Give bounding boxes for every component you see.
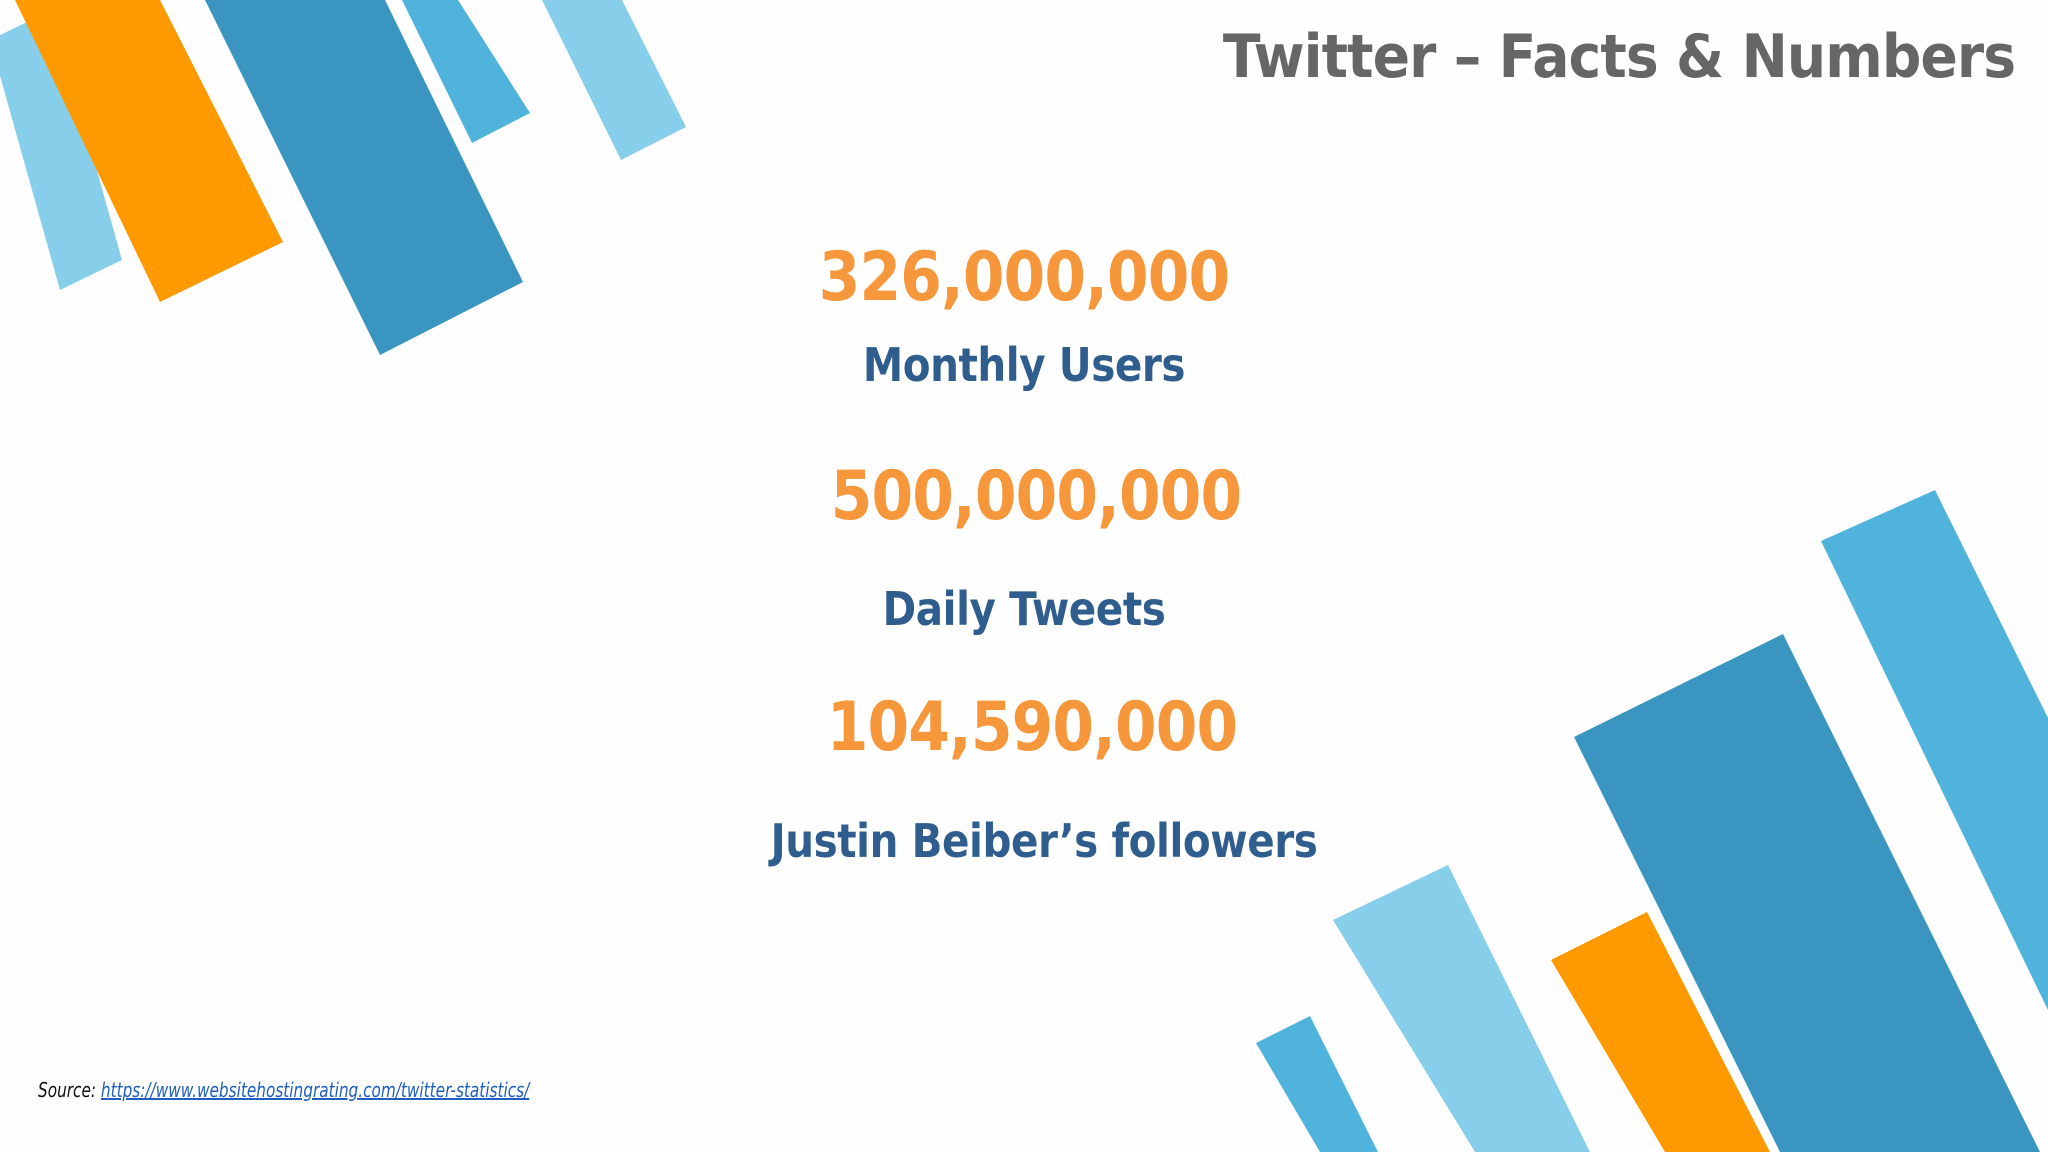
source-prefix: Source: bbox=[38, 1078, 97, 1102]
bar-light-blue-top-left bbox=[0, 10, 122, 290]
source-line: Source: https://www.websitehostingrating… bbox=[38, 1078, 529, 1102]
stat-number-daily-tweets: 500,000,000 bbox=[830, 457, 1242, 536]
stat-label-daily-tweets: Daily Tweets bbox=[882, 582, 1166, 636]
stat-label-justin-beiber-followers: Justin Beiber’s followers bbox=[770, 814, 1318, 868]
source-link[interactable]: https://www.websitehostingrating.com/twi… bbox=[100, 1078, 530, 1102]
bar-dark-blue-top-left bbox=[205, 0, 523, 355]
bar-dark-blue-bottom-right bbox=[1574, 634, 2040, 1152]
page-title: Twitter – Facts & Numbers bbox=[1222, 22, 2016, 92]
bar-orange-top-left bbox=[15, 0, 283, 302]
stat-label-monthly-users: Monthly Users bbox=[862, 338, 1186, 392]
stat-number-monthly-users: 326,000,000 bbox=[818, 238, 1230, 317]
bar-light-blue-bottom-right bbox=[1333, 865, 1590, 1152]
bar-mid-blue-top-left bbox=[402, 0, 530, 143]
bar-orange-bottom-right bbox=[1551, 912, 1770, 1152]
bar-mid-blue-bottom-right-small bbox=[1256, 1016, 1378, 1152]
stat-number-justin-beiber-followers: 104,590,000 bbox=[826, 688, 1238, 767]
bar-mid-blue-bottom-right-tall bbox=[1821, 490, 2048, 1010]
bar-light-blue-top-left-2 bbox=[542, 0, 686, 160]
